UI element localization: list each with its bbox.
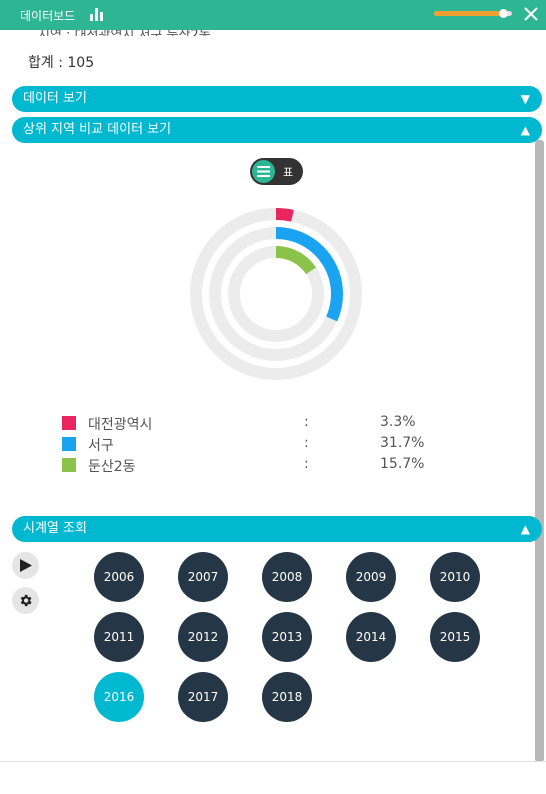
year-button-2006[interactable]: 2006 — [94, 552, 144, 602]
chevron-up-icon: ▲ — [520, 123, 530, 137]
legend-name: 대전광역시 — [88, 417, 153, 433]
year-button-2018[interactable]: 2018 — [262, 672, 312, 722]
legend-separator: : — [304, 435, 309, 451]
list-icon — [252, 160, 275, 183]
play-button[interactable] — [12, 552, 39, 579]
table-label: 표 — [283, 166, 294, 179]
year-button-2009[interactable]: 2009 — [346, 552, 396, 602]
legend-swatch — [62, 437, 76, 451]
year-button-2011[interactable]: 2011 — [94, 612, 144, 662]
year-button-2007[interactable]: 2007 — [178, 552, 228, 602]
year-button-2014[interactable]: 2014 — [346, 612, 396, 662]
legend-swatch — [62, 458, 76, 472]
slider-fill — [434, 11, 503, 16]
year-button-2015[interactable]: 2015 — [430, 612, 480, 662]
compare-section-label: 상위 지역 비교 데이터 보기 — [23, 122, 172, 137]
data-view-label: 데이터 보기 — [23, 91, 87, 106]
legend-value: 3.3% — [380, 414, 416, 430]
region-label: 지역 : 대전광역시 서구 둔산2동 — [38, 28, 211, 36]
legend-separator: : — [304, 414, 309, 430]
comparison-donut-chart — [190, 208, 362, 380]
opacity-slider[interactable] — [434, 9, 512, 18]
year-button-2012[interactable]: 2012 — [178, 612, 228, 662]
app-title: 데이터보드 — [20, 9, 76, 23]
ring-arc-2 — [275, 227, 343, 322]
chart-table-switch[interactable]: 표 — [250, 158, 303, 185]
legend-swatch — [62, 416, 76, 430]
ring-arc-3 — [275, 246, 317, 275]
legend-name: 둔산2동 — [88, 459, 136, 475]
timeseries-section-toggle[interactable]: 시계열 조회 ▲ — [12, 516, 542, 542]
year-button-2017[interactable]: 2017 — [178, 672, 228, 722]
gear-icon — [20, 594, 32, 607]
panel-scrollbar[interactable] — [535, 140, 544, 762]
legend-name: 서구 — [88, 438, 114, 454]
close-icon[interactable] — [522, 5, 540, 23]
slider-handle[interactable] — [498, 9, 508, 18]
total-count: 합계 : 105 — [28, 55, 95, 71]
year-button-2013[interactable]: 2013 — [262, 612, 312, 662]
play-icon — [20, 559, 32, 572]
year-button-2016[interactable]: 2016 — [94, 672, 144, 722]
chevron-down-icon: ▼ — [520, 92, 530, 106]
year-button-2010[interactable]: 2010 — [430, 552, 480, 602]
divider — [0, 761, 546, 762]
timeseries-section-label: 시계열 조회 — [23, 521, 87, 536]
data-view-toggle[interactable]: 데이터 보기 ▼ — [12, 86, 542, 112]
legend-value: 31.7% — [380, 435, 425, 451]
chevron-up-icon: ▲ — [520, 522, 530, 536]
app-header: 데이터보드 — [0, 0, 546, 30]
legend-value: 15.7% — [380, 456, 425, 472]
compare-section-toggle[interactable]: 상위 지역 비교 데이터 보기 ▲ — [12, 117, 542, 143]
settings-button[interactable] — [12, 587, 39, 614]
year-button-2008[interactable]: 2008 — [262, 552, 312, 602]
legend-separator: : — [304, 456, 309, 472]
bar-chart-icon — [90, 8, 103, 21]
ring-arc-1 — [275, 208, 294, 222]
